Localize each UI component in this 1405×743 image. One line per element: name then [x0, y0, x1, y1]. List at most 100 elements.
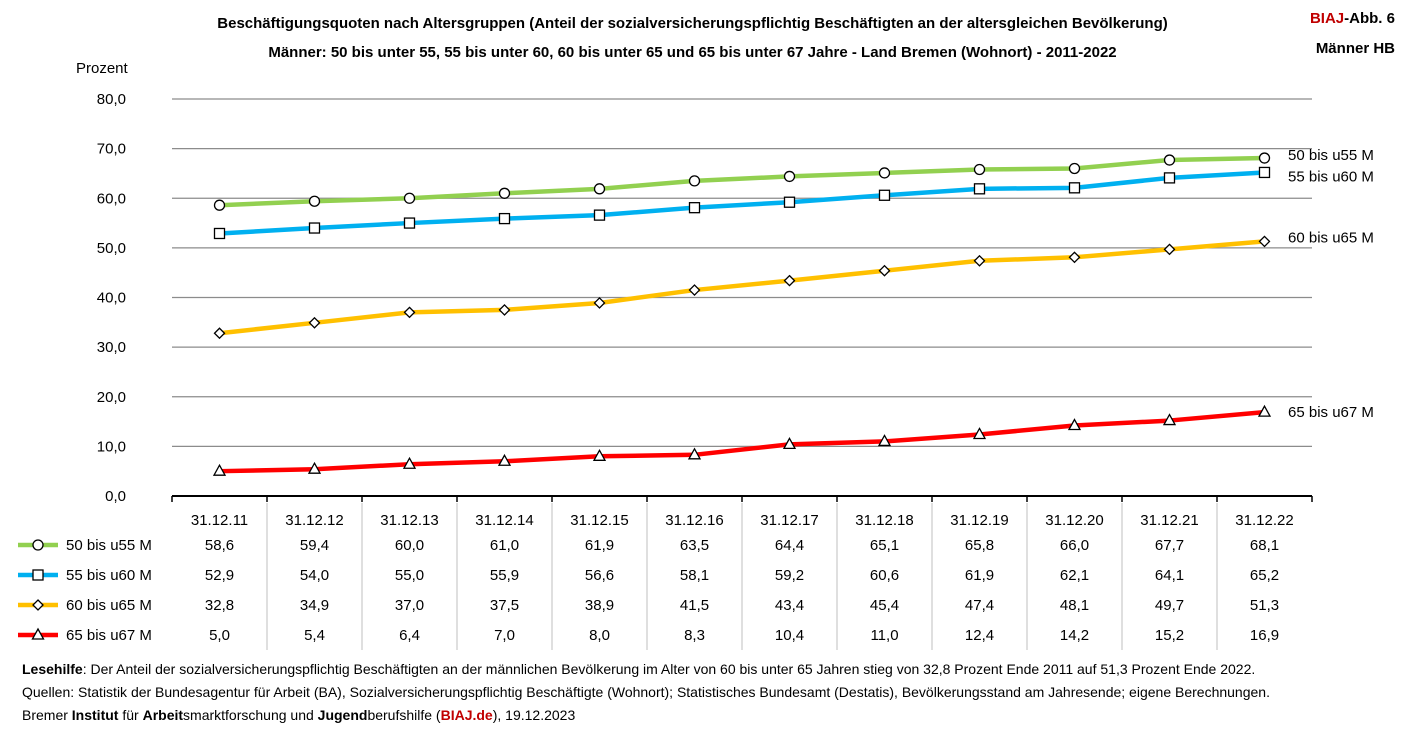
y-tick-label: 50,0	[97, 240, 126, 257]
legend-marker	[32, 599, 44, 611]
legend-label: 60 bis u65 M	[66, 597, 152, 614]
table-cell-value: 47,4	[965, 597, 994, 614]
data-point	[308, 316, 321, 329]
data-point	[1163, 172, 1176, 184]
series-end-label: 55 bis u60 M	[1288, 168, 1374, 185]
series-end-label: 65 bis u67 M	[1288, 404, 1374, 421]
data-point	[1067, 418, 1082, 431]
series-end-label: 50 bis u55 M	[1288, 147, 1374, 164]
x-tick-label: 31.12.22	[1235, 512, 1293, 529]
table-cell-value: 52,9	[205, 567, 234, 584]
legend-label: 50 bis u55 M	[66, 537, 152, 554]
x-tick-label: 31.12.17	[760, 512, 818, 529]
data-point	[878, 264, 891, 277]
data-point	[878, 167, 891, 179]
table-cell-value: 68,1	[1250, 537, 1279, 554]
table-cell-value: 12,4	[965, 627, 994, 644]
x-tick-label: 31.12.18	[855, 512, 913, 529]
data-point	[308, 222, 321, 234]
table-cell-value: 10,4	[775, 627, 804, 644]
footer-reading-aid-text: : Der Anteil der sozialversicherungspfli…	[82, 661, 1256, 677]
table-cell-value: 59,4	[300, 537, 329, 554]
data-point	[213, 327, 226, 340]
legend-marker	[32, 569, 44, 581]
table-cell-value: 56,6	[585, 567, 614, 584]
data-point	[687, 447, 702, 460]
data-point	[498, 212, 511, 225]
table-cell-value: 11,0	[870, 627, 898, 644]
data-point	[1258, 152, 1271, 164]
figure-tag-subtitle: Männer HB	[1315, 40, 1395, 57]
table-cell-value: 41,5	[680, 597, 709, 614]
table-cell-value: 65,2	[1250, 567, 1279, 584]
table-cell-value: 63,5	[680, 537, 709, 554]
table-cell-value: 61,9	[585, 537, 614, 554]
table-cell-value: 64,4	[775, 537, 804, 554]
table-cell-value: 48,1	[1060, 597, 1089, 614]
table-cell-value: 54,0	[300, 567, 329, 584]
x-tick-label: 31.12.15	[570, 512, 628, 529]
footer-organisation: Bremer Institut für Arbeitsmarktforschun…	[22, 707, 576, 723]
table-cell-value: 49,7	[1155, 597, 1184, 614]
footer-reading-aid-label: Lesehilfe	[22, 661, 83, 677]
data-point	[498, 303, 511, 316]
figure-tag: BIAJ-Abb. 6	[1310, 10, 1395, 27]
line-chart: 0,0 10,0 20,0 30,0 40,0 50,0 60,0 70,0 80,0 31.12…	[18, 91, 1374, 650]
data-point	[307, 461, 322, 474]
table-cell-value: 67,7	[1155, 537, 1184, 554]
data-point	[973, 183, 986, 195]
table-cell-value: 62,1	[1060, 567, 1089, 584]
y-tick-label: 0,0	[105, 488, 126, 505]
table-cell-value: 32,8	[205, 597, 234, 614]
data-point	[783, 274, 796, 287]
table-cell-value: 58,6	[205, 537, 234, 554]
data-point	[1257, 404, 1272, 417]
footer-website-link[interactable]: BIAJ.de	[440, 707, 493, 723]
table-cell-value: 14,2	[1060, 627, 1089, 644]
table-cell-value: 60,6	[870, 567, 899, 584]
y-axis-label: Prozent	[76, 60, 128, 77]
y-tick-label: 80,0	[97, 91, 126, 108]
data-point	[498, 187, 511, 199]
table-cell-value: 59,2	[775, 567, 804, 584]
data-point	[1068, 251, 1081, 264]
x-tick-label: 31.12.12	[285, 512, 343, 529]
data-point	[973, 254, 986, 267]
x-tick-label: 31.12.16	[665, 512, 723, 529]
chart-title-line-2: Männer: 50 bis unter 55, 55 bis unter 60…	[268, 44, 1117, 61]
footer-reading-aid: Lesehilfe: Der Anteil der sozialversiche…	[22, 658, 1270, 681]
series-end-label: 60 bis u65 M	[1288, 229, 1374, 246]
data-point	[972, 427, 987, 440]
table-cell-value: 61,0	[490, 537, 519, 554]
table-cell-value: 8,3	[684, 627, 705, 644]
y-tick-label: 60,0	[97, 190, 126, 207]
data-point	[308, 195, 321, 207]
data-point	[1258, 235, 1271, 248]
data-point	[213, 199, 226, 211]
data-point	[1163, 154, 1176, 166]
data-point	[213, 227, 226, 240]
data-point	[593, 209, 606, 221]
data-point	[403, 192, 416, 204]
footer-sources: Quellen: Statistik der Bundesagentur für…	[22, 684, 1270, 700]
table-cell-value: 15,2	[1155, 627, 1184, 644]
data-point	[592, 448, 607, 461]
data-point	[973, 163, 986, 176]
series-line	[219, 239, 1265, 336]
data-point	[688, 284, 701, 296]
table-cell-value: 61,9	[965, 567, 994, 584]
table-cell-value: 51,3	[1250, 597, 1279, 614]
x-tick-label: 31.12.19	[950, 512, 1008, 529]
legend-marker	[32, 539, 44, 551]
table-cell-value: 55,0	[395, 567, 424, 584]
x-tick-label: 31.12.13	[380, 512, 438, 529]
table-cell-value: 34,9	[300, 597, 329, 614]
x-tick-label: 31.12.20	[1045, 512, 1103, 529]
table-cell-value: 45,4	[870, 597, 899, 614]
legend-marker	[31, 627, 45, 640]
table-cell-value: 55,9	[490, 567, 519, 584]
data-point	[1162, 413, 1177, 426]
data-point	[1163, 243, 1176, 256]
footer: Lesehilfe: Der Anteil der sozialversiche…	[22, 658, 1270, 727]
series-line	[219, 409, 1265, 474]
